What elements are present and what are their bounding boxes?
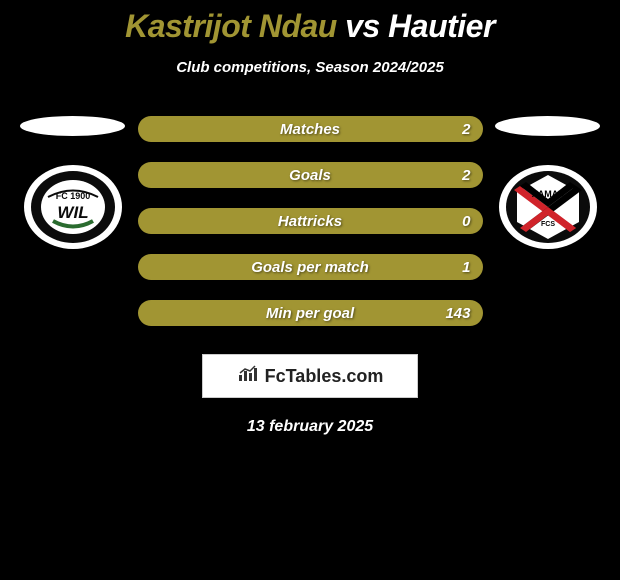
stat-label: Matches (280, 121, 340, 138)
stat-value: 0 (462, 213, 470, 230)
stat-bar-min-per-goal: Min per goal 143 (138, 300, 483, 326)
date-line: 13 february 2025 (0, 418, 620, 436)
stat-value: 2 (462, 121, 470, 138)
stat-value: 143 (445, 305, 470, 322)
right-club-badge: XAMAX FCS (498, 164, 598, 250)
vs-text: vs (345, 8, 380, 44)
left-ellipse (20, 116, 125, 136)
svg-text:WIL: WIL (57, 203, 88, 222)
stat-value: 2 (462, 167, 470, 184)
right-ellipse (495, 116, 600, 136)
bar-chart-icon (237, 365, 259, 388)
subtitle: Club competitions, Season 2024/2025 (0, 59, 620, 76)
stat-label: Min per goal (266, 305, 354, 322)
footer-logo[interactable]: FcTables.com (202, 354, 418, 398)
stat-bar-matches: Matches 2 (138, 116, 483, 142)
footer-site-name: FcTables.com (265, 366, 384, 387)
stat-label: Goals (289, 167, 331, 184)
left-club-badge: FC 1900 WIL (23, 164, 123, 250)
stat-bar-goals: Goals 2 (138, 162, 483, 188)
right-column: XAMAX FCS (493, 116, 603, 250)
stat-bar-goals-per-match: Goals per match 1 (138, 254, 483, 280)
svg-text:FC 1900: FC 1900 (55, 191, 90, 201)
svg-text:XAMAX: XAMAX (531, 189, 564, 199)
xamax-badge-icon: XAMAX FCS (498, 164, 598, 250)
fc-wil-badge-icon: FC 1900 WIL (23, 164, 123, 250)
svg-text:FCS: FCS (541, 221, 555, 228)
stat-label: Hattricks (278, 213, 342, 230)
comparison-card: Kastrijot Ndau vs Hautier Club competiti… (0, 0, 620, 436)
player2-name: Hautier (388, 8, 495, 44)
page-title: Kastrijot Ndau vs Hautier (0, 8, 620, 45)
stat-bar-hattricks: Hattricks 0 (138, 208, 483, 234)
stats-list: Matches 2 Goals 2 Hattricks 0 Goals per … (138, 116, 483, 326)
main-row: FC 1900 WIL Matches 2 Goals 2 Hattricks … (0, 116, 620, 326)
left-column: FC 1900 WIL (18, 116, 128, 250)
stat-value: 1 (462, 259, 470, 276)
stat-label: Goals per match (251, 259, 369, 276)
player1-name: Kastrijot Ndau (125, 8, 337, 44)
